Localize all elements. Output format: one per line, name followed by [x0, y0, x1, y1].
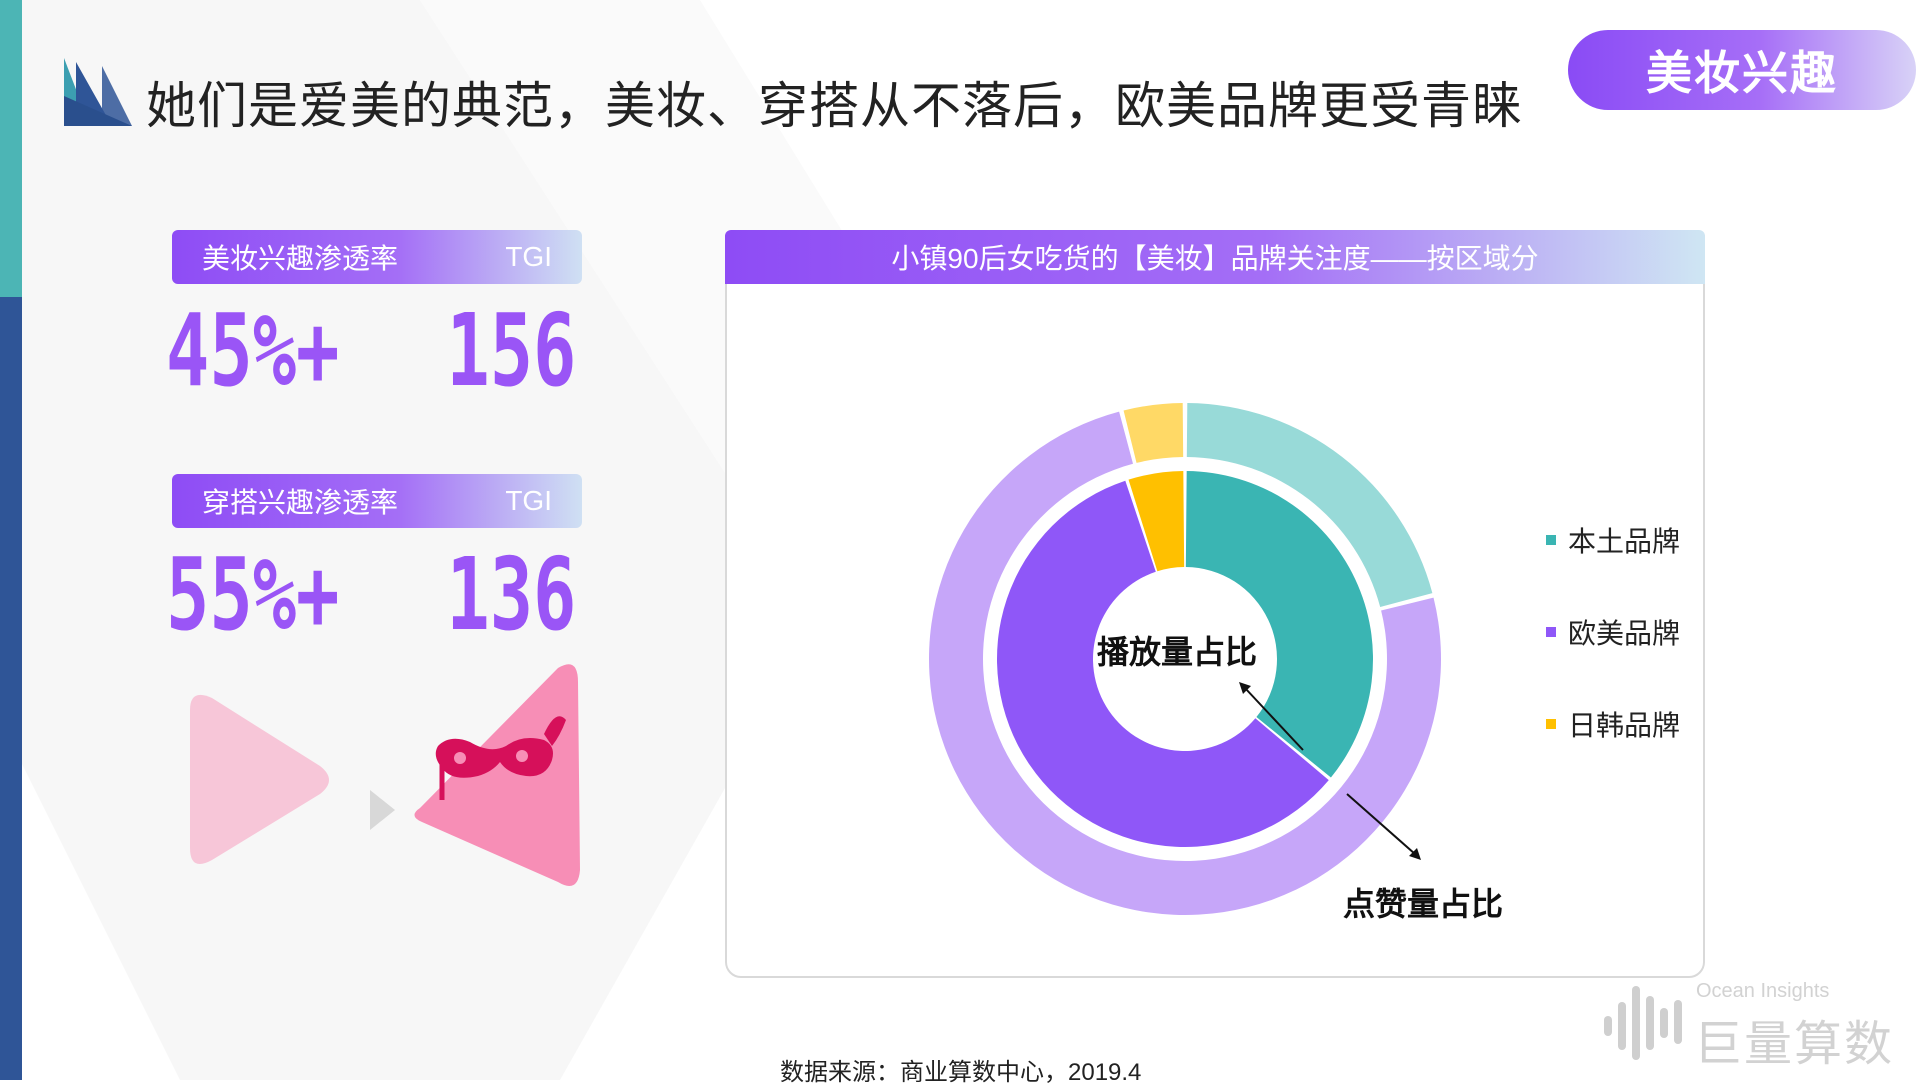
chart-title: 小镇90后女吃货的【美妆】品牌关注度——按区域分	[725, 230, 1705, 284]
legend-swatch	[1546, 627, 1556, 637]
penetration-rate-value: 55%+	[166, 535, 340, 653]
legend-label: 日韩品牌	[1568, 710, 1681, 741]
bar-waves-icon	[1604, 986, 1682, 1060]
outer-ring-label: 点赞量占比	[1343, 886, 1503, 922]
tgi-label: TGI	[505, 241, 552, 272]
metric-label: 美妆兴趣渗透率	[202, 243, 399, 274]
inner-slice-2	[1128, 471, 1185, 572]
topic-badge: 美妆兴趣	[1568, 30, 1916, 110]
data-source: 数据来源：商业算数中心，2019.4	[780, 1059, 1142, 1086]
donut-chart: 播放量占比 点赞量占比	[929, 403, 1503, 922]
metric-values-makeup: 45%+ 156	[166, 292, 576, 409]
tgi-value: 136	[446, 535, 577, 653]
outer-slice-0	[1186, 403, 1433, 608]
outer-arrowhead	[1409, 848, 1421, 860]
accent-stripe-top	[0, 0, 22, 297]
mask-icon	[190, 664, 580, 886]
tgi-value: 156	[446, 291, 577, 409]
inner-ring-label: 播放量占比	[1097, 634, 1257, 670]
metric-values-fashion: 55%+ 136	[166, 536, 576, 653]
outer-slice-2	[1123, 403, 1184, 463]
tgi-label: TGI	[505, 485, 552, 516]
legend-item-local: 本土品牌	[1546, 520, 1680, 560]
chart-card	[725, 230, 1705, 978]
inner-slice-0	[1185, 471, 1373, 778]
layered-triangle-logo-icon	[64, 58, 132, 126]
legend-item-jpkr: 日韩品牌	[1546, 704, 1680, 744]
legend-swatch	[1546, 535, 1556, 545]
brand-logo: Ocean Insights 巨量算数	[1600, 972, 1900, 1072]
penetration-rate-value: 45%+	[166, 291, 340, 409]
inner-arrowhead	[1239, 682, 1251, 694]
legend-swatch	[1546, 719, 1556, 729]
accent-stripe-bottom	[0, 297, 22, 1080]
metric-header-fashion: 穿搭兴趣渗透率 TGI	[172, 474, 582, 528]
brand-name-cn: 巨量算数	[1694, 1018, 1895, 1071]
chart-legend: 本土品牌 欧美品牌 日韩品牌	[1546, 520, 1680, 796]
brand-name-en: Ocean Insights	[1696, 980, 1830, 1002]
metric-label: 穿搭兴趣渗透率	[202, 487, 399, 518]
legend-item-western: 欧美品牌	[1546, 612, 1680, 652]
metric-header-makeup: 美妆兴趣渗透率 TGI	[172, 230, 582, 284]
inner-slice-1	[997, 480, 1329, 848]
inner-label-arrow	[1244, 687, 1304, 751]
page-title: 她们是爱美的典范，美妆、穿搭从不落后，欧美品牌更受青睐	[146, 78, 1523, 134]
legend-label: 本土品牌	[1568, 526, 1681, 557]
outer-label-arrow	[1346, 793, 1416, 855]
legend-label: 欧美品牌	[1568, 618, 1681, 649]
